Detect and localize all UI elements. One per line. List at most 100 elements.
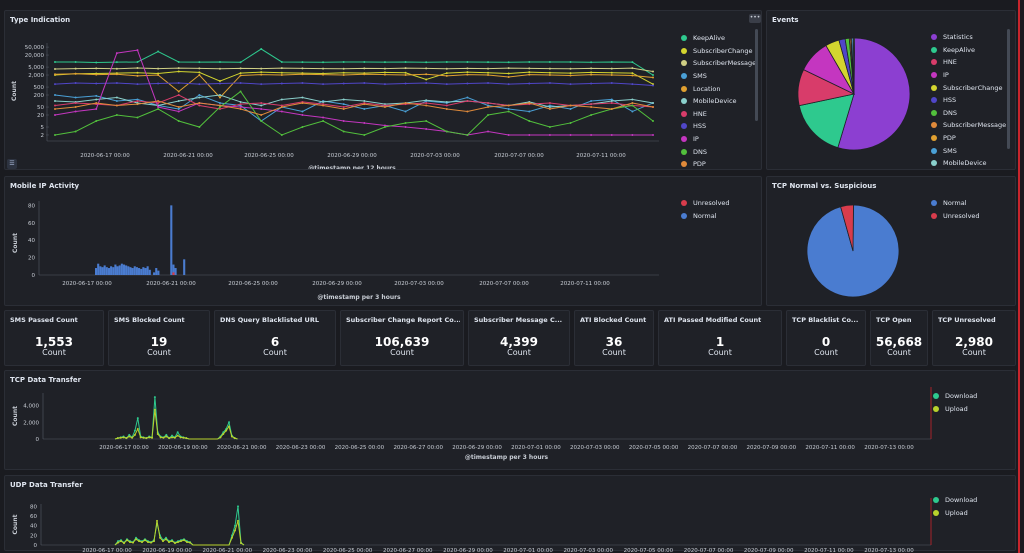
events-legend-item[interactable]: HSS — [931, 94, 1006, 107]
metric-card[interactable]: SMS Blocked Count 19 Count — [108, 310, 210, 366]
type-legend-item[interactable]: HNE — [681, 108, 756, 121]
bar-normal[interactable] — [116, 266, 119, 275]
more-options-icon[interactable]: ••• — [749, 14, 761, 23]
metric-card[interactable]: TCP Blacklist Co... 0 Count — [786, 310, 866, 366]
data-point — [548, 106, 551, 109]
bar-normal[interactable] — [112, 267, 115, 275]
bar-normal[interactable] — [125, 265, 128, 275]
events-pie-chart[interactable] — [789, 29, 919, 159]
metric-card[interactable]: ATI Blocked Count 36 Count — [574, 310, 654, 366]
type-legend-item[interactable]: Location — [681, 82, 756, 95]
bar-normal[interactable] — [148, 269, 151, 275]
bar-normal[interactable] — [140, 268, 143, 275]
legend-label: Normal — [943, 199, 967, 208]
bar-normal[interactable] — [183, 259, 186, 275]
pie-slice-mobiledevice[interactable] — [853, 37, 855, 95]
legend-scrollbar[interactable] — [755, 29, 758, 121]
type-legend-item[interactable]: KeepAlive — [681, 32, 756, 45]
tcp-transfer-legend-item[interactable]: Download — [933, 390, 977, 403]
bar-normal[interactable] — [99, 266, 102, 275]
events-legend-item[interactable]: MobileDevice — [931, 157, 1006, 170]
events-legend-item[interactable]: SubscriberChange — [931, 81, 1006, 94]
bar-normal[interactable] — [133, 266, 136, 275]
bar-normal[interactable] — [122, 264, 126, 275]
bar-normal[interactable] — [127, 266, 130, 275]
bar-normal[interactable] — [144, 268, 147, 275]
data-point — [610, 98, 613, 101]
pie-slice-unresolved[interactable] — [840, 204, 854, 252]
x-tick-label: 2020-06-27 00:00 — [383, 548, 433, 552]
events-legend-item[interactable]: DNS — [931, 107, 1006, 120]
metric-card[interactable]: TCP Open 56,668 Count — [870, 310, 928, 366]
bar-normal[interactable] — [101, 267, 104, 275]
metric-card[interactable]: Subscriber Message C... 4,399 Count — [468, 310, 570, 366]
type-legend-item[interactable]: DNS — [681, 145, 756, 158]
data-point — [507, 75, 510, 78]
bar-normal[interactable] — [110, 266, 113, 275]
bar-normal[interactable] — [107, 268, 110, 275]
bar-normal[interactable] — [138, 268, 141, 275]
tcp-legend-item[interactable]: Normal — [931, 197, 980, 210]
events-legend-item[interactable]: Statistics — [931, 31, 1006, 44]
bar-normal[interactable] — [153, 272, 156, 275]
data-point — [404, 60, 407, 63]
events-legend-item[interactable]: HNE — [931, 56, 1006, 69]
events-legend-item[interactable]: SubscriberMessage — [931, 119, 1006, 132]
bar-normal[interactable] — [142, 267, 145, 275]
bar-normal[interactable] — [114, 264, 117, 275]
legend-scrollbar[interactable] — [1007, 29, 1010, 149]
tcp-data-transfer-chart: 4,000 2,000 0 Count 2020-06-17 00:00 2020-06-… — [12, 387, 932, 461]
type-legend-item[interactable]: PDP — [681, 158, 756, 171]
pie-slice-statistics[interactable] — [837, 37, 911, 151]
type-legend-item[interactable]: SMS — [681, 70, 756, 83]
events-legend-item[interactable]: SMS — [931, 144, 1006, 157]
metric-card[interactable]: SMS Passed Count 1,553 Count — [4, 310, 104, 366]
events-legend-item[interactable]: KeepAlive — [931, 44, 1006, 57]
mobile-ip-legend-item[interactable]: Normal — [681, 210, 730, 223]
bar-normal[interactable] — [155, 268, 158, 275]
metric-card[interactable]: TCP Unresolved 2,980 Count — [932, 310, 1016, 366]
bar-normal[interactable] — [103, 265, 106, 275]
bar-unresolved[interactable] — [172, 272, 175, 275]
type-legend-item[interactable]: SubscriberChange — [681, 45, 756, 58]
legend-label: Download — [945, 392, 978, 401]
data-point — [425, 120, 428, 123]
bar-normal[interactable] — [146, 266, 149, 275]
x-tick-label: 2020-07-03 00:00 — [410, 153, 460, 159]
type-legend-item[interactable]: SubscriberMessage — [681, 57, 756, 70]
tcp-legend-item[interactable]: Unresolved — [931, 210, 980, 223]
type-legend-item[interactable]: IP — [681, 133, 756, 146]
bar-normal[interactable] — [157, 270, 160, 275]
type-legend-item[interactable]: HSS — [681, 120, 756, 133]
udp-transfer-legend-item[interactable]: Download — [933, 494, 977, 507]
udp-transfer-legend-item[interactable]: Upload — [933, 507, 977, 520]
bar-normal[interactable] — [95, 268, 98, 275]
pie-slice-keepalive[interactable] — [798, 93, 855, 149]
mobile-ip-legend-item[interactable]: Unresolved — [681, 197, 730, 210]
data-point — [198, 104, 201, 107]
metric-card[interactable]: ATI Passed Modified Count 1 Count — [658, 310, 782, 366]
data-point — [131, 436, 134, 439]
type-legend-item[interactable]: MobileDevice — [681, 95, 756, 108]
metric-card[interactable]: Subscriber Change Report Co... 106,639 C… — [340, 310, 464, 366]
bar-normal[interactable] — [120, 263, 123, 275]
data-point — [445, 107, 448, 110]
events-legend-item[interactable]: PDP — [931, 132, 1006, 145]
table-view-icon[interactable]: ☰ — [7, 159, 17, 169]
bar-normal[interactable] — [129, 267, 132, 275]
bar-normal[interactable] — [135, 267, 138, 275]
bar-normal[interactable] — [97, 263, 100, 275]
bar-normal[interactable] — [131, 268, 134, 275]
data-point — [507, 110, 510, 113]
events-legend-item[interactable]: IP — [931, 69, 1006, 82]
tcp-pie-chart[interactable] — [803, 201, 903, 301]
metric-title: TCP Unresolved — [938, 316, 996, 324]
bar-normal[interactable] — [172, 264, 175, 275]
metric-card[interactable]: DNS Query Blacklisted URL 6 Count — [214, 310, 336, 366]
bar-normal[interactable] — [105, 267, 108, 275]
bar-normal[interactable] — [170, 205, 173, 275]
x-tick-label: 2020-06-25 00:00 — [244, 153, 294, 159]
tcp-transfer-legend-item[interactable]: Upload — [933, 403, 977, 416]
bar-normal[interactable] — [118, 265, 121, 275]
bar-normal[interactable] — [174, 268, 177, 275]
